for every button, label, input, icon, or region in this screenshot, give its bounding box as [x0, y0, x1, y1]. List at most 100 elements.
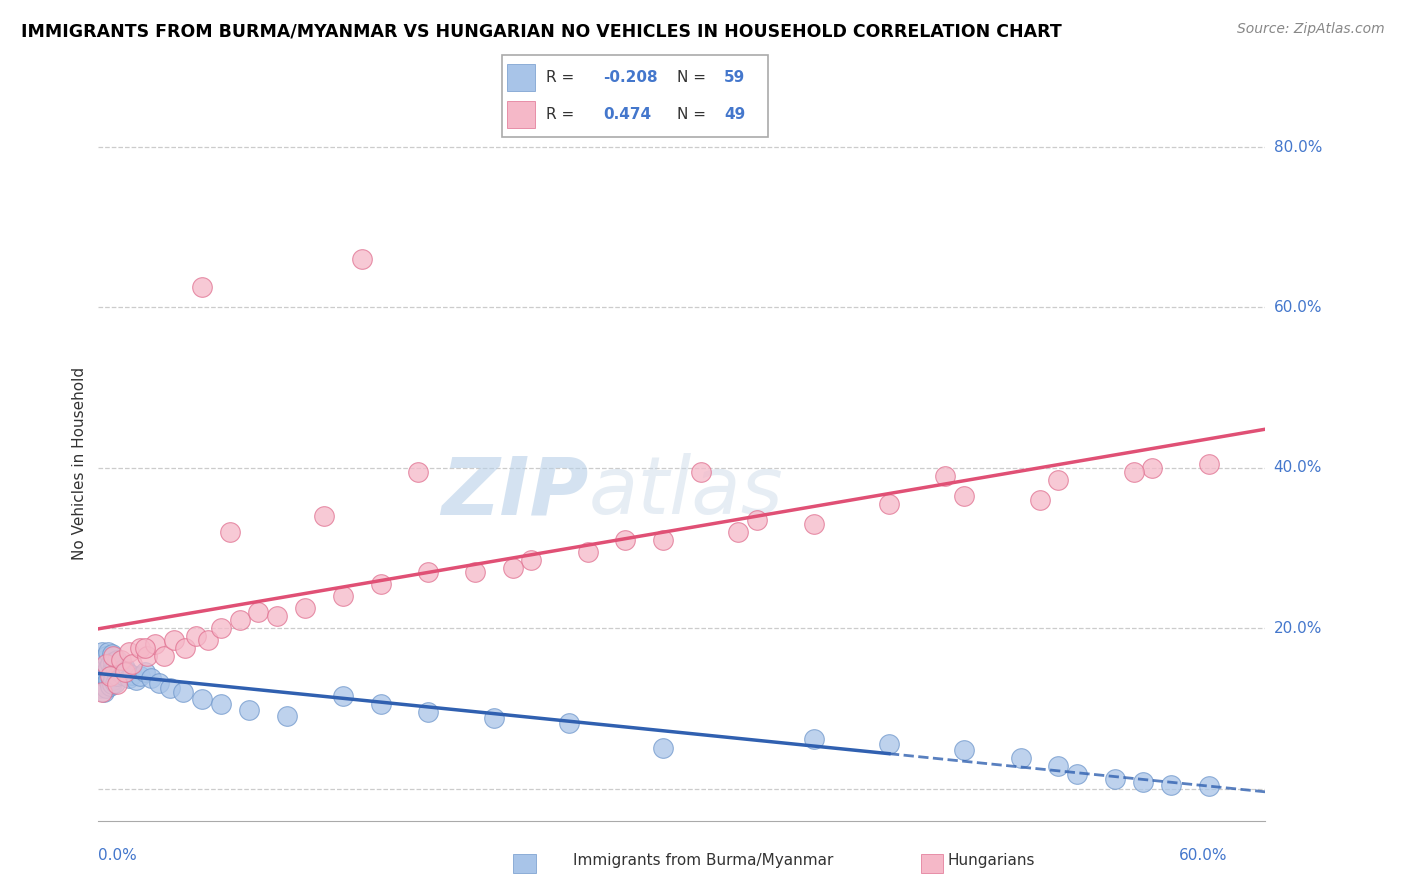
Point	[125, 673, 148, 688]
Text: 60.0%: 60.0%	[1274, 300, 1322, 315]
Point	[117, 671, 139, 685]
Bar	[508, 63, 534, 91]
Point	[104, 659, 127, 673]
Point	[416, 706, 439, 720]
Point	[266, 609, 288, 624]
Point	[1198, 457, 1220, 471]
Text: 40.0%: 40.0%	[1274, 460, 1322, 475]
Point	[370, 577, 392, 591]
Text: N =: N =	[678, 107, 711, 122]
Point	[94, 665, 117, 680]
Point	[1047, 473, 1070, 487]
Point	[98, 669, 121, 683]
Text: R =: R =	[546, 107, 583, 122]
Point	[93, 653, 115, 667]
Bar	[508, 101, 534, 128]
Point	[689, 465, 711, 479]
Point	[97, 673, 120, 688]
Point	[1066, 767, 1088, 781]
Point	[100, 677, 122, 691]
Point	[877, 497, 900, 511]
Text: 60.0%: 60.0%	[1180, 848, 1227, 863]
Text: ZIP: ZIP	[441, 453, 589, 532]
Point	[247, 605, 270, 619]
Point	[128, 641, 150, 656]
Point	[115, 665, 138, 680]
Point	[502, 561, 524, 575]
Point	[1104, 772, 1126, 786]
Point	[314, 508, 336, 523]
Point	[276, 709, 298, 723]
Point	[128, 669, 150, 683]
Point	[93, 685, 115, 699]
Point	[89, 665, 111, 680]
Text: 59: 59	[724, 70, 745, 85]
Point	[209, 621, 232, 635]
Point	[1160, 778, 1182, 792]
Point	[114, 661, 136, 675]
Point	[416, 565, 439, 579]
Point	[108, 665, 131, 680]
Point	[98, 657, 121, 672]
Point	[350, 252, 373, 267]
Point	[934, 468, 956, 483]
Point	[197, 633, 219, 648]
Point	[117, 645, 139, 659]
Point	[228, 613, 250, 627]
Text: 49: 49	[724, 107, 745, 122]
Point	[94, 657, 117, 672]
Point	[100, 663, 122, 677]
Point	[520, 553, 543, 567]
Point	[1010, 751, 1032, 765]
Point	[174, 641, 197, 656]
Text: R =: R =	[546, 70, 579, 85]
Point	[747, 513, 769, 527]
Point	[110, 663, 132, 677]
Point	[159, 681, 181, 696]
Point	[148, 675, 170, 690]
Point	[953, 489, 976, 503]
Point	[91, 645, 114, 659]
Point	[614, 533, 637, 547]
Point	[186, 629, 208, 643]
Text: IMMIGRANTS FROM BURMA/MYANMAR VS HUNGARIAN NO VEHICLES IN HOUSEHOLD CORRELATION : IMMIGRANTS FROM BURMA/MYANMAR VS HUNGARI…	[21, 22, 1062, 40]
Point	[91, 677, 114, 691]
Point	[139, 671, 162, 685]
Text: Source: ZipAtlas.com: Source: ZipAtlas.com	[1237, 22, 1385, 37]
Point	[136, 649, 159, 664]
Point	[727, 524, 749, 539]
Point	[408, 465, 430, 479]
Point	[652, 533, 675, 547]
Point	[370, 698, 392, 712]
Point	[94, 681, 117, 696]
Point	[103, 673, 125, 688]
Point	[105, 669, 128, 683]
Point	[1047, 759, 1070, 773]
Text: 80.0%: 80.0%	[1274, 140, 1322, 154]
Point	[558, 715, 581, 730]
Point	[172, 685, 194, 699]
Point	[93, 669, 115, 683]
Point	[104, 675, 127, 690]
Point	[803, 731, 825, 746]
Text: -0.208: -0.208	[603, 70, 658, 85]
Point	[1122, 465, 1144, 479]
Point	[332, 690, 354, 704]
Point	[91, 657, 114, 672]
Point	[191, 691, 214, 706]
Point	[105, 677, 128, 691]
Point	[1132, 775, 1154, 789]
Text: 0.474: 0.474	[603, 107, 651, 122]
Text: 0.0%: 0.0%	[98, 848, 138, 863]
Text: 20.0%: 20.0%	[1274, 621, 1322, 636]
Text: N =: N =	[678, 70, 711, 85]
Point	[191, 280, 214, 294]
Point	[464, 565, 486, 579]
Point	[576, 545, 599, 559]
Point	[294, 601, 316, 615]
Text: Hungarians: Hungarians	[948, 854, 1035, 868]
Point	[97, 645, 120, 659]
Point	[143, 637, 166, 651]
Text: Immigrants from Burma/Myanmar: Immigrants from Burma/Myanmar	[572, 854, 834, 868]
Point	[153, 649, 176, 664]
